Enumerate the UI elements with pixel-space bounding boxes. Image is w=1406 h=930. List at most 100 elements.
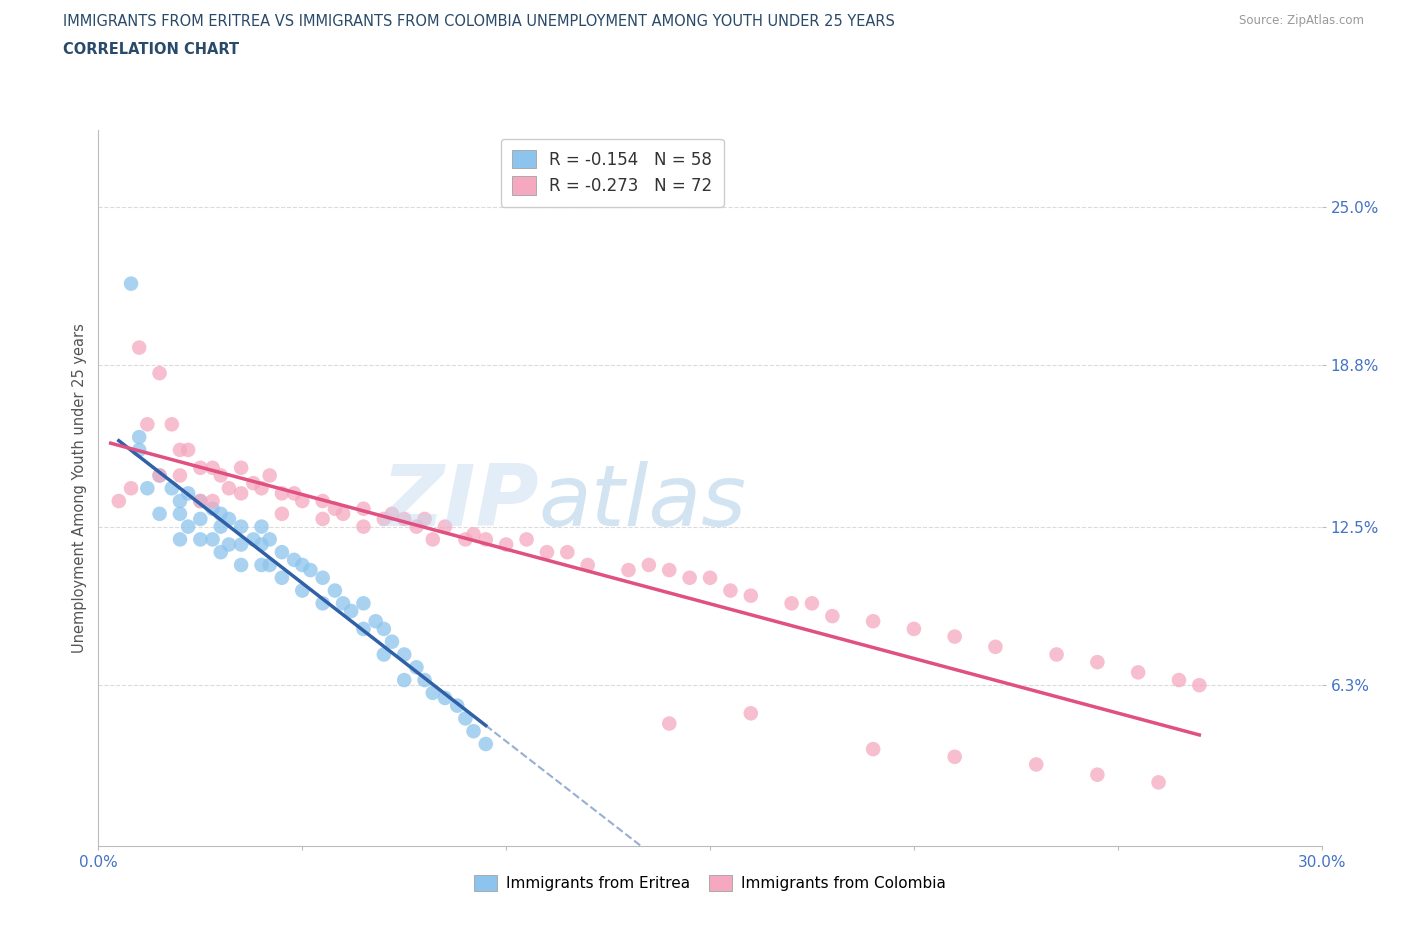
Point [637,558,661,573]
Point [120,481,142,496]
Point [209,519,232,534]
Legend: Immigrants from Eritrea, Immigrants from Colombia: Immigrants from Eritrea, Immigrants from… [468,870,952,897]
Point [801,596,824,611]
Point [352,621,374,636]
Point [463,724,485,738]
Text: Source: ZipAtlas.com: Source: ZipAtlas.com [1239,14,1364,27]
Point [323,501,346,516]
Point [1167,672,1189,687]
Point [250,538,273,552]
Point [740,706,762,721]
Point [177,519,200,534]
Point [177,486,200,501]
Point [454,532,477,547]
Point [160,417,183,432]
Point [259,558,281,573]
Point [188,460,212,475]
Point [1128,665,1150,680]
Point [381,634,404,649]
Point [250,558,273,573]
Point [231,538,253,552]
Point [405,519,427,534]
Point [780,596,803,611]
Point [299,563,322,578]
Point [373,647,395,662]
Point [332,507,354,522]
Point [862,614,884,629]
Point [120,276,142,291]
Point [658,716,681,731]
Point [149,507,172,522]
Point [160,481,183,496]
Point [291,494,314,509]
Point [270,486,294,501]
Point [250,519,273,534]
Point [474,737,498,751]
Point [270,570,294,585]
Point [576,558,599,573]
Point [555,545,579,560]
Point [231,460,253,475]
Point [136,481,159,496]
Point [943,750,966,764]
Point [740,589,762,604]
Point [128,443,150,458]
Point [169,494,191,509]
Point [218,512,240,526]
Point [108,494,131,509]
Point [209,468,232,483]
Point [169,443,191,458]
Point [283,552,305,567]
Point [392,512,416,526]
Text: CORRELATION CHART: CORRELATION CHART [63,42,239,57]
Point [128,430,150,445]
Point [218,538,240,552]
Point [392,672,416,687]
Point [434,690,457,706]
Text: atlas: atlas [538,461,747,544]
Point [312,512,335,526]
Point [177,443,200,458]
Point [984,640,1007,655]
Point [128,340,150,355]
Point [352,519,374,534]
Point [454,711,477,726]
Point [312,596,335,611]
Point [474,532,498,547]
Point [364,614,387,629]
Point [903,621,925,636]
Point [188,512,212,526]
Point [413,512,436,526]
Point [149,468,172,483]
Point [434,519,457,534]
Point [149,365,172,380]
Point [446,698,468,713]
Point [516,532,538,547]
Point [1147,775,1170,790]
Point [136,417,159,432]
Point [270,507,294,522]
Point [201,532,224,547]
Point [259,468,281,483]
Point [413,672,436,687]
Point [352,501,374,516]
Point [270,545,294,560]
Point [188,494,212,509]
Point [169,468,191,483]
Point [352,596,374,611]
Point [218,481,240,496]
Point [188,494,212,509]
Point [250,481,273,496]
Point [340,604,363,618]
Point [699,570,721,585]
Point [201,460,224,475]
Point [381,507,404,522]
Point [821,609,844,624]
Point [259,532,281,547]
Point [658,563,681,578]
Point [291,558,314,573]
Point [1045,647,1069,662]
Text: IMMIGRANTS FROM ERITREA VS IMMIGRANTS FROM COLOMBIA UNEMPLOYMENT AMONG YOUTH UND: IMMIGRANTS FROM ERITREA VS IMMIGRANTS FR… [63,14,896,29]
Y-axis label: Unemployment Among Youth under 25 years: Unemployment Among Youth under 25 years [72,324,87,653]
Point [405,660,427,675]
